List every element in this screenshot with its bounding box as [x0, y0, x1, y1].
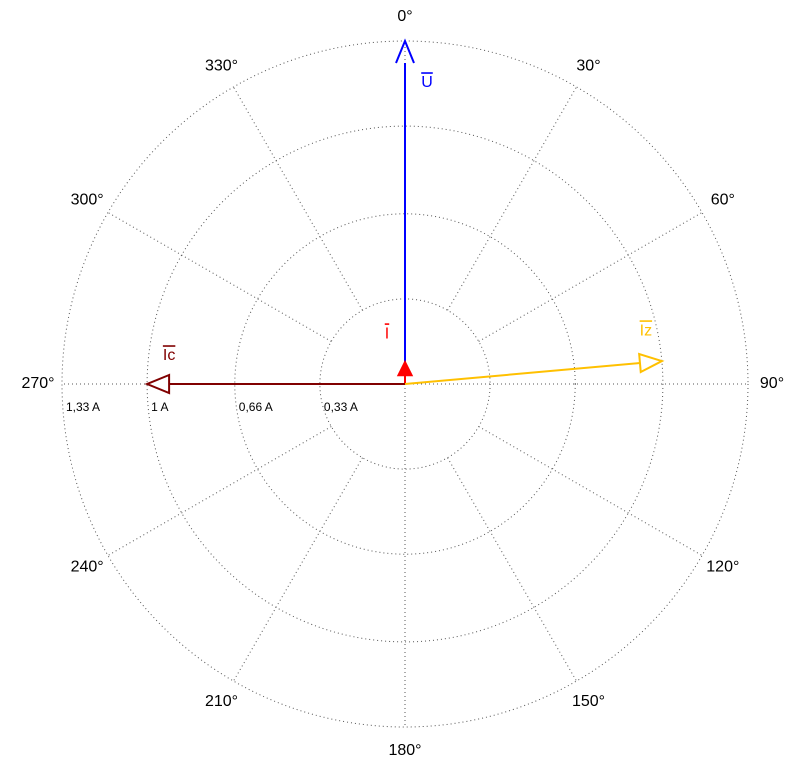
phasor-head — [638, 352, 665, 374]
phasor-head — [144, 373, 171, 395]
r-tick-label: 1,33 A — [66, 400, 100, 414]
r-tick-label: 0,66 A — [239, 400, 273, 414]
angle-tick-label: 90° — [760, 375, 784, 392]
angle-tick-label: 120° — [706, 559, 739, 576]
angle-tick-label: 210° — [205, 693, 238, 710]
angle-tick-label: 240° — [71, 559, 104, 576]
phasor-label: U — [421, 74, 433, 91]
grid-circle — [61, 40, 749, 728]
phasor — [404, 352, 665, 385]
grid-spoke — [233, 86, 363, 311]
grid-spoke — [447, 86, 577, 311]
r-tick-label: 1 A — [151, 400, 168, 414]
grid-spoke — [478, 426, 703, 556]
phasor-label: I — [385, 325, 389, 342]
angle-tick-label: 30° — [576, 57, 600, 74]
phasor-head — [396, 359, 414, 377]
phasor-label: Iz — [640, 322, 652, 339]
grid-spoke — [107, 212, 332, 342]
phasor — [395, 38, 415, 384]
angle-tick-label: 60° — [711, 192, 735, 209]
grid-spoke — [107, 426, 332, 556]
grid-spoke — [478, 212, 703, 342]
angle-tick-label: 270° — [21, 375, 54, 392]
phasor — [396, 359, 414, 384]
grid-spoke — [233, 457, 363, 682]
angle-tick-label: 0° — [397, 8, 412, 25]
angle-tick-label: 150° — [572, 693, 605, 710]
r-tick-label: 0,33 A — [324, 400, 358, 414]
phasor-shaft — [404, 362, 641, 385]
grid-spoke — [447, 457, 577, 682]
grid-circle — [146, 125, 664, 643]
angle-tick-label: 330° — [205, 57, 238, 74]
angle-tick-label: 300° — [71, 192, 104, 209]
phasor — [144, 373, 405, 395]
phasor-label: Ic — [163, 347, 175, 364]
grid-circle — [234, 213, 576, 555]
angle-tick-label: 180° — [388, 742, 421, 758]
phasor-head — [395, 38, 415, 64]
